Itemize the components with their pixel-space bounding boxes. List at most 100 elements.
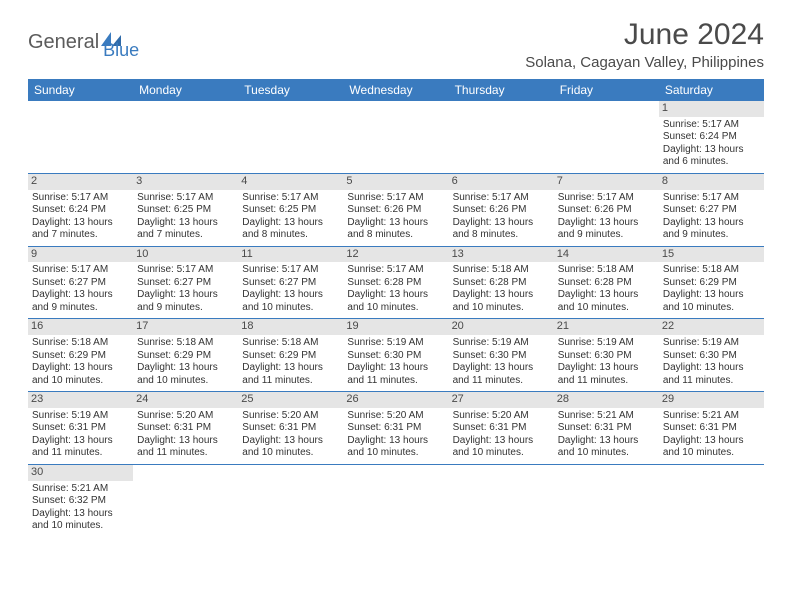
day-cell: 9Sunrise: 5:17 AMSunset: 6:27 PMDaylight… [28,247,133,319]
day-empty [28,101,133,173]
month-title: June 2024 [525,18,764,52]
daylight-text: and 6 minutes. [663,156,760,169]
sunrise-text: Sunrise: 5:21 AM [32,483,129,496]
daylight-text: Daylight: 13 hours [453,435,550,448]
daylight-text: Daylight: 13 hours [453,217,550,230]
daylight-text: Daylight: 13 hours [242,362,339,375]
sunset-text: Sunset: 6:31 PM [453,422,550,435]
day-number: 6 [449,174,554,190]
logo-general: General [28,31,99,54]
sunrise-text: Sunrise: 5:17 AM [347,264,444,277]
daylight-text: and 10 minutes. [347,302,444,315]
daylight-text: Daylight: 13 hours [32,362,129,375]
day-empty [343,465,448,537]
day-cell: 17Sunrise: 5:18 AMSunset: 6:29 PMDayligh… [133,319,238,391]
sunrise-text: Sunrise: 5:21 AM [663,410,760,423]
day-number: 1 [659,101,764,117]
daylight-text: and 8 minutes. [347,229,444,242]
sunset-text: Sunset: 6:26 PM [558,204,655,217]
dow-tuesday: Tuesday [238,79,343,101]
sunrise-text: Sunrise: 5:17 AM [663,119,760,132]
logo-blue: Blue [103,40,139,61]
daylight-text: and 10 minutes. [137,375,234,388]
daylight-text: Daylight: 13 hours [558,435,655,448]
sunset-text: Sunset: 6:26 PM [453,204,550,217]
daylight-text: and 9 minutes. [137,302,234,315]
sunrise-text: Sunrise: 5:18 AM [137,337,234,350]
day-number: 27 [449,392,554,408]
day-cell: 15Sunrise: 5:18 AMSunset: 6:29 PMDayligh… [659,247,764,319]
sunrise-text: Sunrise: 5:20 AM [137,410,234,423]
sunrise-text: Sunrise: 5:17 AM [347,192,444,205]
day-cell: 6Sunrise: 5:17 AMSunset: 6:26 PMDaylight… [449,174,554,246]
day-number: 2 [28,174,133,190]
sunset-text: Sunset: 6:31 PM [137,422,234,435]
daylight-text: Daylight: 13 hours [663,289,760,302]
daylight-text: and 11 minutes. [242,375,339,388]
dow-row: Sunday Monday Tuesday Wednesday Thursday… [28,79,764,101]
daylight-text: Daylight: 13 hours [32,289,129,302]
day-number: 24 [133,392,238,408]
day-empty [449,101,554,173]
daylight-text: Daylight: 13 hours [32,435,129,448]
day-cell: 2Sunrise: 5:17 AMSunset: 6:24 PMDaylight… [28,174,133,246]
sunset-text: Sunset: 6:28 PM [453,277,550,290]
daylight-text: and 10 minutes. [453,302,550,315]
daylight-text: and 10 minutes. [32,520,129,533]
day-empty [659,465,764,537]
day-number: 22 [659,319,764,335]
sunrise-text: Sunrise: 5:19 AM [32,410,129,423]
day-number: 14 [554,247,659,263]
sunrise-text: Sunrise: 5:17 AM [137,192,234,205]
day-cell: 30Sunrise: 5:21 AMSunset: 6:32 PMDayligh… [28,465,133,537]
daylight-text: Daylight: 13 hours [663,435,760,448]
calendar: Sunday Monday Tuesday Wednesday Thursday… [28,79,764,537]
daylight-text: Daylight: 13 hours [137,217,234,230]
location: Solana, Cagayan Valley, Philippines [525,54,764,71]
day-empty [238,465,343,537]
sunset-text: Sunset: 6:31 PM [558,422,655,435]
sunrise-text: Sunrise: 5:18 AM [663,264,760,277]
daylight-text: and 11 minutes. [137,447,234,460]
day-number: 17 [133,319,238,335]
daylight-text: and 10 minutes. [558,447,655,460]
day-cell: 25Sunrise: 5:20 AMSunset: 6:31 PMDayligh… [238,392,343,464]
day-number: 19 [343,319,448,335]
sunset-text: Sunset: 6:28 PM [558,277,655,290]
day-number: 30 [28,465,133,481]
day-cell: 27Sunrise: 5:20 AMSunset: 6:31 PMDayligh… [449,392,554,464]
daylight-text: Daylight: 13 hours [242,289,339,302]
sunset-text: Sunset: 6:27 PM [242,277,339,290]
sunset-text: Sunset: 6:30 PM [453,350,550,363]
week-row: 1Sunrise: 5:17 AMSunset: 6:24 PMDaylight… [28,101,764,174]
sunrise-text: Sunrise: 5:20 AM [242,410,339,423]
daylight-text: Daylight: 13 hours [663,144,760,157]
daylight-text: and 10 minutes. [242,302,339,315]
week-row: 23Sunrise: 5:19 AMSunset: 6:31 PMDayligh… [28,392,764,465]
day-number: 15 [659,247,764,263]
sunrise-text: Sunrise: 5:17 AM [558,192,655,205]
sunset-text: Sunset: 6:30 PM [663,350,760,363]
header: General Blue June 2024 Solana, Cagayan V… [28,18,764,71]
daylight-text: Daylight: 13 hours [32,217,129,230]
daylight-text: Daylight: 13 hours [137,435,234,448]
day-cell: 28Sunrise: 5:21 AMSunset: 6:31 PMDayligh… [554,392,659,464]
daylight-text: and 7 minutes. [32,229,129,242]
sunset-text: Sunset: 6:27 PM [32,277,129,290]
sunset-text: Sunset: 6:29 PM [32,350,129,363]
daylight-text: Daylight: 13 hours [453,289,550,302]
day-cell: 13Sunrise: 5:18 AMSunset: 6:28 PMDayligh… [449,247,554,319]
sunset-text: Sunset: 6:24 PM [32,204,129,217]
sunset-text: Sunset: 6:29 PM [663,277,760,290]
day-cell: 16Sunrise: 5:18 AMSunset: 6:29 PMDayligh… [28,319,133,391]
day-cell: 12Sunrise: 5:17 AMSunset: 6:28 PMDayligh… [343,247,448,319]
day-cell: 1Sunrise: 5:17 AMSunset: 6:24 PMDaylight… [659,101,764,173]
sunset-text: Sunset: 6:31 PM [347,422,444,435]
daylight-text: and 8 minutes. [242,229,339,242]
daylight-text: Daylight: 13 hours [558,217,655,230]
day-empty [343,101,448,173]
dow-wednesday: Wednesday [343,79,448,101]
sunrise-text: Sunrise: 5:18 AM [558,264,655,277]
day-number: 5 [343,174,448,190]
day-cell: 5Sunrise: 5:17 AMSunset: 6:26 PMDaylight… [343,174,448,246]
